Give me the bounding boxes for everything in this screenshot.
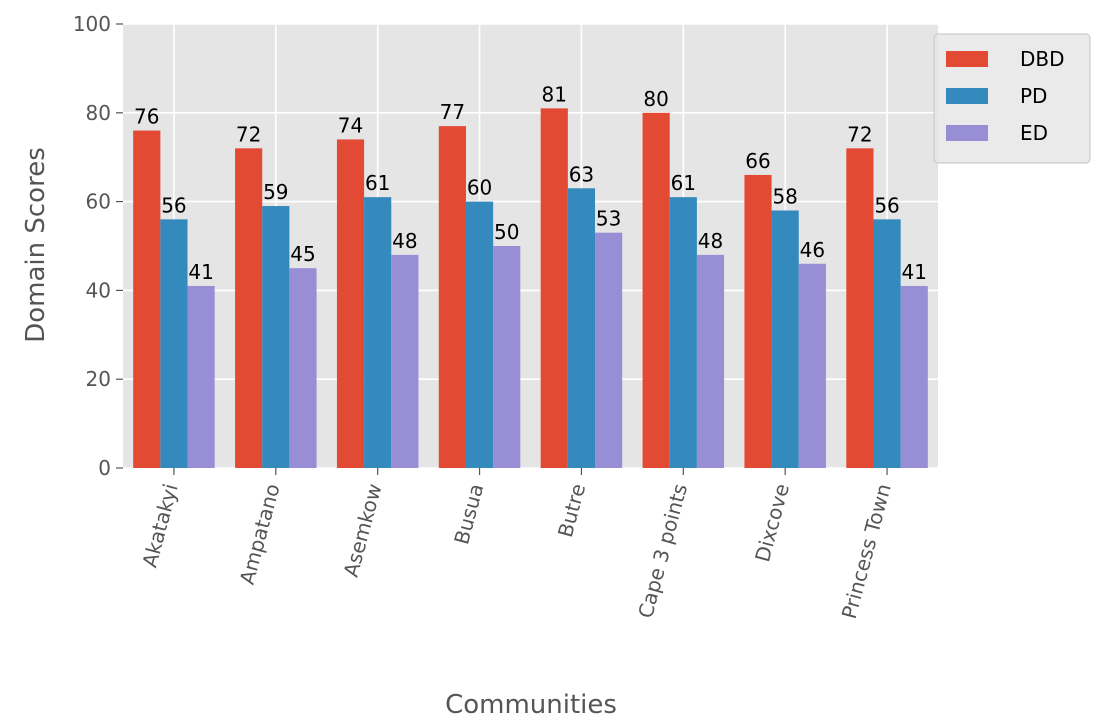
data-label: 63 bbox=[569, 162, 594, 186]
data-label: 81 bbox=[542, 82, 567, 106]
bar-ed bbox=[289, 268, 317, 468]
data-labels: 76 72 74 77 81 80 66 72 56 59 61 60 63 61 58 56 41 45 48 50… bbox=[134, 82, 927, 284]
y-tick-label: 0 bbox=[98, 456, 111, 480]
data-label: 48 bbox=[392, 229, 417, 253]
data-label: 72 bbox=[847, 122, 872, 146]
x-tick-label: Akatakyi bbox=[137, 481, 182, 570]
data-label: 41 bbox=[188, 260, 213, 284]
bar-ed bbox=[391, 254, 419, 468]
bar-dbd bbox=[540, 108, 568, 469]
bar-ed bbox=[187, 285, 215, 468]
bar-pd bbox=[771, 210, 799, 469]
x-tick-label: Asemkow bbox=[339, 481, 387, 579]
bar-dbd bbox=[438, 126, 466, 469]
data-label: 61 bbox=[671, 171, 696, 195]
bar-pd bbox=[160, 219, 188, 468]
y-tick-label: 80 bbox=[86, 101, 111, 125]
bar-pd bbox=[567, 188, 596, 468]
y-tick-label: 40 bbox=[86, 278, 111, 302]
x-tick-label: Ampatano bbox=[235, 481, 285, 587]
data-label: 77 bbox=[440, 100, 465, 124]
data-label: 45 bbox=[290, 242, 315, 266]
bar-dbd bbox=[744, 174, 772, 468]
bar-pd bbox=[465, 201, 494, 468]
x-tick-label: Cape 3 points bbox=[633, 481, 692, 621]
bar-pd bbox=[364, 197, 392, 468]
data-label: 80 bbox=[643, 87, 668, 111]
bar-ed bbox=[900, 285, 928, 468]
legend-swatch-dbd bbox=[946, 51, 988, 67]
bar-ed bbox=[798, 263, 826, 468]
legend: DBD PD ED bbox=[933, 33, 1091, 164]
data-label: 56 bbox=[161, 193, 186, 217]
bar-pd bbox=[669, 197, 697, 468]
x-tick-label: Dixcove bbox=[750, 481, 794, 564]
x-tick-label: Busua bbox=[449, 481, 488, 547]
y-tick-label: 60 bbox=[86, 190, 111, 214]
legend-label-ed: ED bbox=[1020, 121, 1048, 145]
legend-label-dbd: DBD bbox=[1020, 47, 1065, 71]
y-tick-label: 100 bbox=[73, 12, 111, 36]
data-label: 74 bbox=[338, 113, 363, 137]
x-axis-label: Communities bbox=[445, 690, 617, 719]
data-label: 46 bbox=[800, 238, 825, 262]
data-label: 53 bbox=[596, 207, 621, 231]
data-label: 50 bbox=[494, 220, 519, 244]
bar-pd bbox=[873, 219, 901, 468]
legend-swatch-ed bbox=[946, 125, 988, 141]
y-axis-label: Domain Scores bbox=[21, 147, 51, 343]
bar-dbd bbox=[642, 112, 670, 469]
data-label: 60 bbox=[467, 176, 492, 200]
x-tick-label: Princess Town bbox=[837, 481, 896, 621]
legend-label-pd: PD bbox=[1020, 84, 1047, 108]
data-label: 48 bbox=[698, 229, 723, 253]
data-label: 41 bbox=[902, 260, 927, 284]
data-label: 76 bbox=[134, 105, 159, 129]
data-label: 66 bbox=[745, 149, 770, 173]
data-label: 72 bbox=[236, 122, 261, 146]
bar-dbd bbox=[133, 130, 161, 468]
bar-dbd bbox=[235, 148, 263, 468]
y-axis: 0 20 40 60 80 100 bbox=[73, 12, 123, 480]
y-tick-label: 20 bbox=[86, 367, 111, 391]
bar-dbd bbox=[846, 148, 874, 468]
bar-dbd bbox=[336, 139, 365, 468]
bar-ed bbox=[696, 254, 725, 468]
data-label: 59 bbox=[263, 180, 288, 204]
data-label: 58 bbox=[772, 184, 797, 208]
bars bbox=[133, 108, 928, 469]
data-label: 56 bbox=[874, 193, 899, 217]
legend-swatch-pd bbox=[946, 88, 988, 104]
bar-ed bbox=[493, 246, 521, 468]
bar-ed bbox=[595, 232, 623, 468]
x-tick-label: Butre bbox=[553, 481, 590, 540]
bar-pd bbox=[262, 206, 290, 469]
data-label: 61 bbox=[365, 171, 390, 195]
x-axis: Akatakyi Ampatano Asemkow Busua Butre Cape 3 … bbox=[137, 468, 896, 621]
